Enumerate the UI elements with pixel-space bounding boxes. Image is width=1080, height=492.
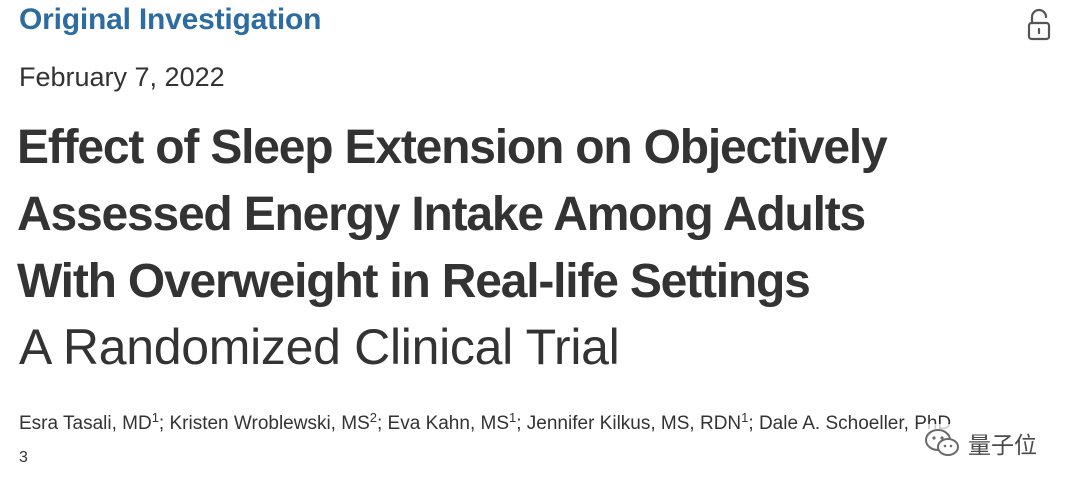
author-name: Dale A. Schoeller, PhD — [758, 413, 952, 434]
watermark-text: 量子位 — [968, 433, 1037, 459]
author-link[interactable]: Kristen Wroblewski, MS2 — [169, 410, 377, 434]
affiliation-marker[interactable]: 2 — [369, 410, 377, 425]
article-title: Effect of Sleep Extension on Objectively… — [17, 114, 1062, 315]
author-name: Eva Kahn, MS — [387, 413, 509, 434]
affiliation-marker[interactable]: 1 — [509, 410, 517, 425]
article-subtitle: A Randomized Clinical Trial — [19, 319, 620, 375]
author-separator: ; — [376, 413, 388, 434]
last-author-affiliation[interactable]: 3 — [19, 449, 28, 466]
title-line: Assessed Energy Intake Among Adults — [17, 188, 866, 241]
affiliation-marker[interactable]: 1 — [151, 410, 159, 425]
title-line: Effect of Sleep Extension on Objectively — [17, 121, 888, 174]
publication-date: February 7, 2022 — [19, 62, 225, 92]
author-separator: ; — [748, 413, 759, 434]
author-link[interactable]: Esra Tasali, MD1 — [19, 410, 159, 434]
author-name: Esra Tasali, MD — [19, 413, 152, 434]
author-name: Jennifer Kilkus, MS, RDN — [526, 413, 742, 434]
author-link[interactable]: Dale A. Schoeller, PhD — [759, 413, 951, 434]
watermark: 量子位 — [918, 424, 1043, 462]
author-name: Kristen Wroblewski, MS — [169, 413, 370, 434]
author-separator: ; — [158, 413, 170, 434]
author-separator: ; — [516, 413, 527, 434]
affiliation-marker[interactable]: 1 — [741, 410, 749, 425]
wechat-icon — [925, 429, 959, 456]
author-link[interactable]: Eva Kahn, MS1 — [387, 410, 517, 434]
author-link[interactable]: Jennifer Kilkus, MS, RDN1 — [526, 410, 749, 434]
open-lock-icon[interactable] — [1022, 8, 1056, 42]
title-line: With Overweight in Real-life Settings — [17, 255, 811, 308]
author-list: Esra Tasali, MD1; Kristen Wroblewski, MS… — [19, 410, 951, 435]
section-label: Original Investigation — [19, 3, 322, 36]
